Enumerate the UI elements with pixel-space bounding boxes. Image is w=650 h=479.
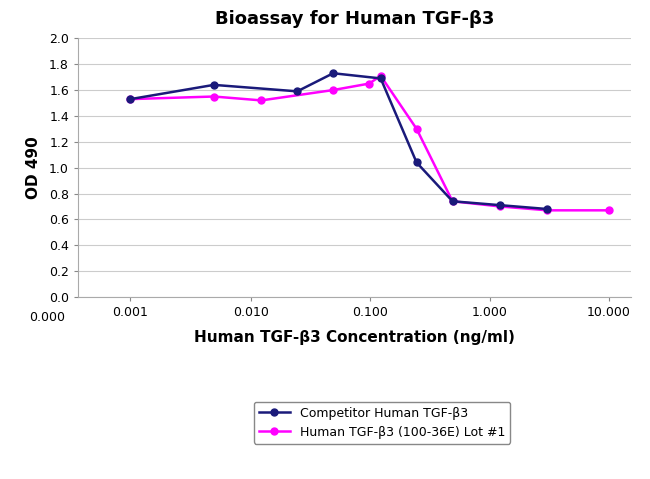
Human TGF-β3 (100-36E) Lot #1 [257,98,265,103]
Competitor Human TGF-β3 [543,206,551,212]
Competitor Human TGF-β3 [293,89,301,94]
Human TGF-β3 (100-36E) Lot #1 [605,207,613,213]
X-axis label: Human TGF-β3 Concentration (ng/ml): Human TGF-β3 Concentration (ng/ml) [194,330,515,345]
Competitor Human TGF-β3 [330,70,337,76]
Human TGF-β3 (100-36E) Lot #1 [330,87,337,93]
Text: 0.000: 0.000 [30,311,66,324]
Competitor Human TGF-β3 [496,202,504,208]
Title: Bioassay for Human TGF-β3: Bioassay for Human TGF-β3 [214,11,494,28]
Line: Human TGF-β3 (100-36E) Lot #1: Human TGF-β3 (100-36E) Lot #1 [127,72,612,214]
Competitor Human TGF-β3 [448,198,456,204]
Human TGF-β3 (100-36E) Lot #1 [377,73,385,79]
Human TGF-β3 (100-36E) Lot #1 [413,126,421,132]
Legend: Competitor Human TGF-β3, Human TGF-β3 (100-36E) Lot #1: Competitor Human TGF-β3, Human TGF-β3 (1… [254,401,510,444]
Competitor Human TGF-β3 [413,160,421,165]
Human TGF-β3 (100-36E) Lot #1 [127,96,135,102]
Competitor Human TGF-β3 [210,82,218,88]
Human TGF-β3 (100-36E) Lot #1 [210,94,218,100]
Human TGF-β3 (100-36E) Lot #1 [448,198,456,204]
Human TGF-β3 (100-36E) Lot #1 [496,204,504,209]
Line: Competitor Human TGF-β3: Competitor Human TGF-β3 [127,70,551,213]
Y-axis label: OD 490: OD 490 [25,136,41,199]
Human TGF-β3 (100-36E) Lot #1 [543,207,551,213]
Competitor Human TGF-β3 [127,96,135,102]
Competitor Human TGF-β3 [377,76,385,81]
Human TGF-β3 (100-36E) Lot #1 [365,81,373,87]
